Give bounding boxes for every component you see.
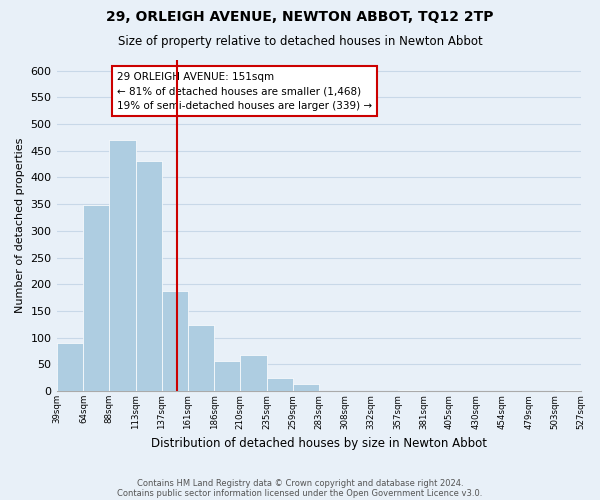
Bar [240, 355, 267, 391]
X-axis label: Distribution of detached houses by size in Newton Abbot: Distribution of detached houses by size … [151, 437, 487, 450]
Y-axis label: Number of detached properties: Number of detached properties [15, 138, 25, 313]
Text: 29 ORLEIGH AVENUE: 151sqm
← 81% of detached houses are smaller (1,468)
19% of se: 29 ORLEIGH AVENUE: 151sqm ← 81% of detac… [117, 72, 372, 111]
Bar [83, 204, 109, 391]
Bar [136, 162, 162, 391]
Bar [56, 343, 83, 391]
Text: Size of property relative to detached houses in Newton Abbot: Size of property relative to detached ho… [118, 35, 482, 48]
Bar [267, 378, 293, 391]
Text: Contains HM Land Registry data © Crown copyright and database right 2024.: Contains HM Land Registry data © Crown c… [137, 478, 463, 488]
Text: 29, ORLEIGH AVENUE, NEWTON ABBOT, TQ12 2TP: 29, ORLEIGH AVENUE, NEWTON ABBOT, TQ12 2… [106, 10, 494, 24]
Bar [398, 390, 424, 391]
Bar [293, 384, 319, 391]
Bar [162, 291, 188, 391]
Bar [555, 390, 581, 391]
Bar [109, 140, 136, 391]
Bar [214, 360, 240, 391]
Bar [188, 325, 214, 391]
Text: Contains public sector information licensed under the Open Government Licence v3: Contains public sector information licen… [118, 488, 482, 498]
